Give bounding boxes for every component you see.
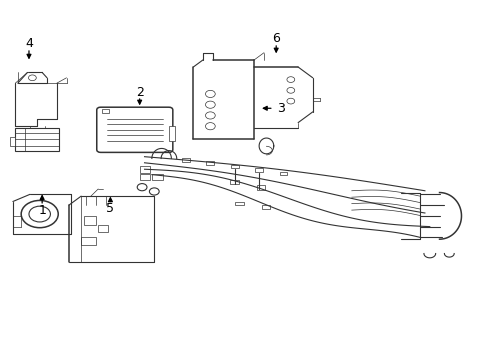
Bar — [10, 137, 15, 146]
Circle shape — [21, 201, 58, 228]
Circle shape — [205, 101, 215, 108]
Bar — [182, 158, 189, 162]
Circle shape — [286, 77, 294, 82]
Bar — [15, 128, 59, 151]
FancyBboxPatch shape — [97, 107, 172, 152]
Circle shape — [28, 75, 36, 81]
Circle shape — [286, 87, 294, 93]
Text: 2: 2 — [136, 86, 143, 99]
Circle shape — [286, 98, 294, 104]
Circle shape — [29, 206, 50, 222]
Circle shape — [137, 184, 147, 191]
Bar — [206, 161, 214, 165]
Text: 3: 3 — [277, 102, 285, 115]
Bar — [102, 109, 109, 113]
Bar — [140, 166, 150, 173]
Bar — [234, 202, 243, 205]
Text: 6: 6 — [272, 32, 280, 45]
Bar — [255, 168, 263, 172]
Circle shape — [205, 112, 215, 119]
Bar — [168, 126, 174, 140]
Bar — [152, 174, 162, 180]
Bar — [230, 165, 238, 168]
Bar — [279, 172, 287, 175]
Text: 1: 1 — [38, 204, 46, 217]
Bar — [229, 180, 238, 184]
Bar — [98, 225, 108, 232]
Text: 5: 5 — [106, 202, 114, 215]
Bar — [261, 205, 270, 209]
Circle shape — [205, 123, 215, 130]
Bar — [140, 174, 150, 180]
Circle shape — [149, 188, 159, 195]
Circle shape — [205, 90, 215, 98]
Bar — [83, 216, 96, 225]
Bar — [256, 185, 265, 190]
Text: 4: 4 — [25, 37, 33, 50]
Bar — [81, 237, 96, 244]
